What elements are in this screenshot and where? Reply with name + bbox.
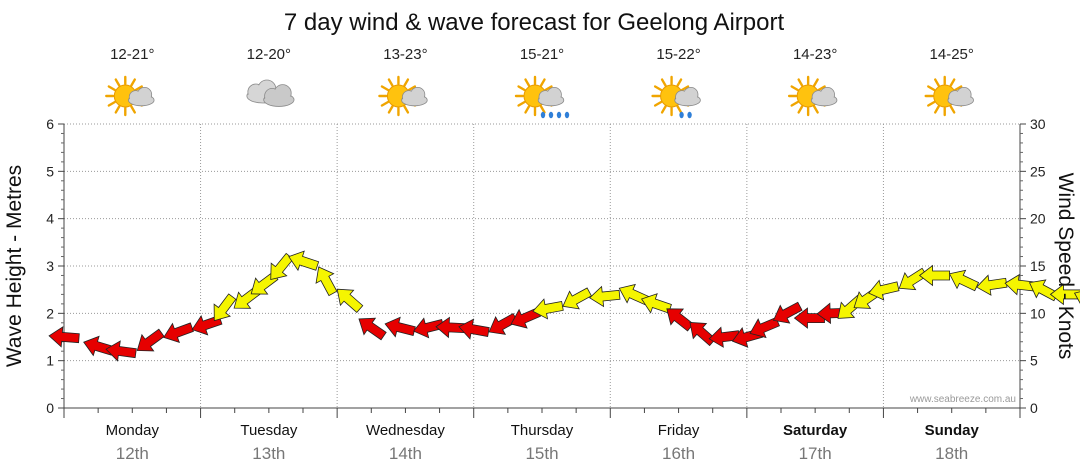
left-tick-label: 2 xyxy=(46,305,54,321)
day-name-label: Monday xyxy=(106,422,160,439)
day-temperature-range: 15-22° xyxy=(656,46,700,63)
rain-drop xyxy=(556,111,562,119)
day-name-label: Wednesday xyxy=(366,422,445,439)
day-temperature-range: 14-23° xyxy=(793,46,837,63)
wind-arrow xyxy=(589,285,621,308)
right-tick-label: 5 xyxy=(1030,353,1038,369)
right-tick-label: 25 xyxy=(1030,163,1046,179)
rain-drop xyxy=(687,111,692,119)
rain-drop xyxy=(564,111,570,119)
wind-arrow xyxy=(336,288,364,313)
left-tick-label: 6 xyxy=(46,116,54,132)
day-temperature-range: 15-21° xyxy=(520,46,564,63)
left-tick-label: 3 xyxy=(46,258,54,274)
wind-arrow xyxy=(868,279,900,301)
right-tick-label: 0 xyxy=(1030,400,1038,416)
cloud-shape xyxy=(537,87,565,107)
sun-cloud-icon xyxy=(378,75,428,117)
rain-drop xyxy=(548,111,554,119)
day-temperature-range: 13-23° xyxy=(383,46,427,63)
wind-arrow xyxy=(105,340,137,362)
sun-shape xyxy=(378,75,419,117)
wind-arrow xyxy=(288,250,320,272)
chart-title: 7 day wind & wave forecast for Geelong A… xyxy=(284,9,785,36)
day-date-label: 16th xyxy=(662,444,695,463)
wind-arrow xyxy=(948,269,980,292)
wind-arrow xyxy=(358,317,387,341)
wind-arrow xyxy=(918,264,950,287)
wind-arrow xyxy=(1049,283,1080,306)
cloud-shape xyxy=(947,87,974,107)
wind-arrow xyxy=(689,322,717,347)
day-temperature-range: 12-21° xyxy=(110,46,154,63)
wind-arrow xyxy=(213,293,237,322)
right-tick-label: 10 xyxy=(1030,305,1046,321)
cloud-shape xyxy=(674,87,701,107)
right-tick-label: 15 xyxy=(1030,258,1046,274)
sun-cloud-icon xyxy=(787,75,838,117)
day-date-label: 12th xyxy=(116,444,149,463)
sun-cloud-showers-icon xyxy=(651,75,701,119)
cloud-icon xyxy=(246,79,295,107)
axes: 0 1 2 3 4 5 6 0 5 10 15 20 25 30 xyxy=(46,116,1046,418)
wind-arrow xyxy=(532,298,564,320)
wind-arrow xyxy=(163,322,194,344)
cloud-shape xyxy=(128,87,155,107)
sun-cloud-icon xyxy=(924,75,974,117)
sun-cloud-icon xyxy=(105,75,155,117)
wind-arrow xyxy=(898,267,928,291)
wind-arrow xyxy=(749,316,780,339)
day-name-label: Sunday xyxy=(925,422,980,439)
wind-arrows xyxy=(48,250,1080,362)
right-tick-label: 20 xyxy=(1030,211,1046,227)
rain-drop xyxy=(540,111,546,119)
sun-cloud-rain-icon xyxy=(514,75,570,119)
day-date-label: 14th xyxy=(389,444,422,463)
left-tick-label: 4 xyxy=(46,211,54,227)
wind-arrow xyxy=(772,301,803,324)
weather-row: 12-21° 12-20° 13-23° 15-21° 15-22° 14-23° 14-2… xyxy=(105,46,974,119)
wind-arrow xyxy=(384,316,416,338)
left-axis-title: Wave Height - Metres xyxy=(3,165,26,367)
left-tick-label: 1 xyxy=(46,353,54,369)
cloud-shape xyxy=(263,84,295,107)
wind-arrow xyxy=(136,328,165,352)
wind-arrow xyxy=(666,308,694,332)
wind-arrow xyxy=(315,266,338,297)
day-date-label: 13th xyxy=(252,444,285,463)
cloud-shape xyxy=(810,87,838,107)
day-date-label: 15th xyxy=(525,444,558,463)
day-name-label: Friday xyxy=(658,422,700,439)
cloud-shape xyxy=(401,87,428,107)
wind-arrow xyxy=(458,318,490,340)
day-labels: Monday 12th Tuesday 13th Wednesday 14th Thursd… xyxy=(106,422,980,463)
day-name-label: Saturday xyxy=(783,422,848,439)
grid-lines xyxy=(64,123,1020,408)
wind-arrow xyxy=(976,274,1008,296)
day-name-label: Thursday xyxy=(511,422,574,439)
day-temperature-range: 14-25° xyxy=(930,46,974,63)
right-tick-label: 30 xyxy=(1030,116,1046,132)
day-date-label: 17th xyxy=(799,444,832,463)
wind-arrow xyxy=(562,287,592,310)
day-date-label: 18th xyxy=(935,444,968,463)
wind-arrow xyxy=(48,326,80,348)
left-tick-label: 5 xyxy=(46,163,54,179)
left-tick-label: 0 xyxy=(46,400,54,416)
day-name-label: Tuesday xyxy=(240,422,297,439)
rain-drop xyxy=(679,111,684,119)
day-temperature-range: 12-20° xyxy=(247,46,291,63)
watermark: www.seabreeze.com.au xyxy=(909,394,1016,405)
right-axis-title: Wind Speed - Knots xyxy=(1054,173,1077,360)
